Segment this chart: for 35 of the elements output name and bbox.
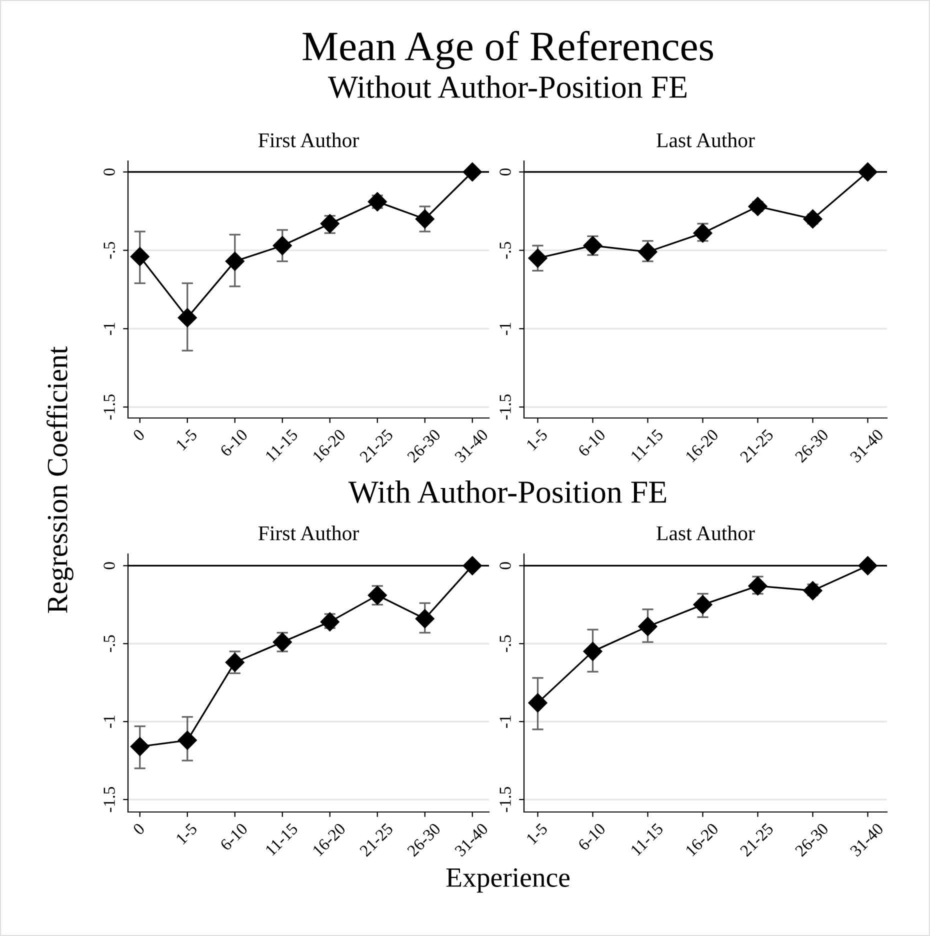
- y-tick-label: -.5: [500, 242, 511, 259]
- y-tick-label: -1: [500, 716, 511, 728]
- y-tick-label: -1.5: [104, 786, 115, 812]
- x-tick-label: 6-10: [220, 822, 248, 852]
- y-tick-label: 0: [104, 168, 115, 176]
- y-tick-label: -1: [104, 322, 115, 335]
- chart-title: Last Author: [656, 526, 755, 540]
- text: Mean Age of References: [302, 30, 713, 70]
- y-tick-label: -1.5: [500, 786, 511, 812]
- chart-title: First Author: [258, 132, 359, 148]
- y-tick-label: 0: [500, 562, 511, 570]
- x-tick-label: 0: [132, 428, 146, 442]
- x-tick-label: 6-10: [577, 428, 606, 458]
- y-tick-label: -.5: [500, 635, 511, 652]
- x-tick-label: 1-5: [526, 822, 548, 845]
- y-tick-label: 0: [500, 168, 511, 176]
- x-tick-label: 1-5: [176, 822, 198, 845]
- y-tick-label: -1: [500, 322, 511, 335]
- x-tick-label: 1-5: [176, 428, 198, 451]
- x-tick-label: 0: [132, 822, 146, 836]
- y-tick-label: -1: [104, 716, 115, 728]
- y-tick-label: -.5: [104, 635, 115, 652]
- x-tick-label: 6-10: [220, 428, 248, 458]
- chart-title: Last Author: [656, 132, 755, 148]
- chart-title: First Author: [258, 526, 359, 540]
- x-tick-label: 1-5: [526, 428, 548, 451]
- x-axis-title: Experience: [446, 868, 570, 893]
- text: With Author-Position FE: [348, 480, 666, 504]
- y-tick-label: 0: [104, 562, 115, 570]
- text: Without Author-Position FE: [328, 76, 686, 98]
- y-axis-title: Regression Coefficient: [46, 346, 74, 613]
- x-tick-label: 6-10: [577, 822, 606, 852]
- y-tick-label: -1.5: [500, 394, 511, 420]
- y-tick-label: -1.5: [104, 394, 115, 420]
- y-tick-label: -.5: [104, 242, 115, 259]
